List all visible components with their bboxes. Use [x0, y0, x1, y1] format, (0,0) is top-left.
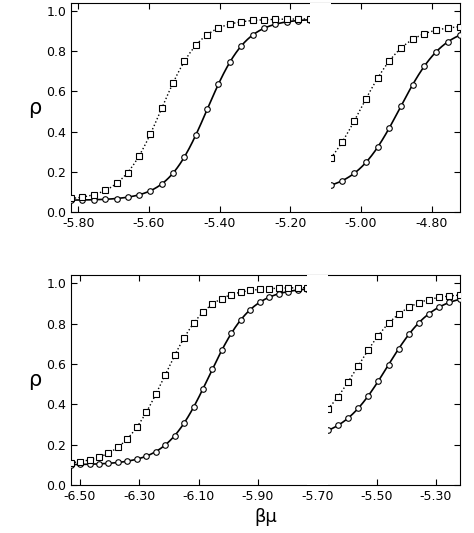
Y-axis label: ρ: ρ: [28, 98, 42, 118]
X-axis label: βμ: βμ: [254, 508, 277, 527]
Bar: [307, 265, 328, 495]
Bar: [310, 0, 331, 222]
Y-axis label: ρ: ρ: [28, 370, 42, 390]
